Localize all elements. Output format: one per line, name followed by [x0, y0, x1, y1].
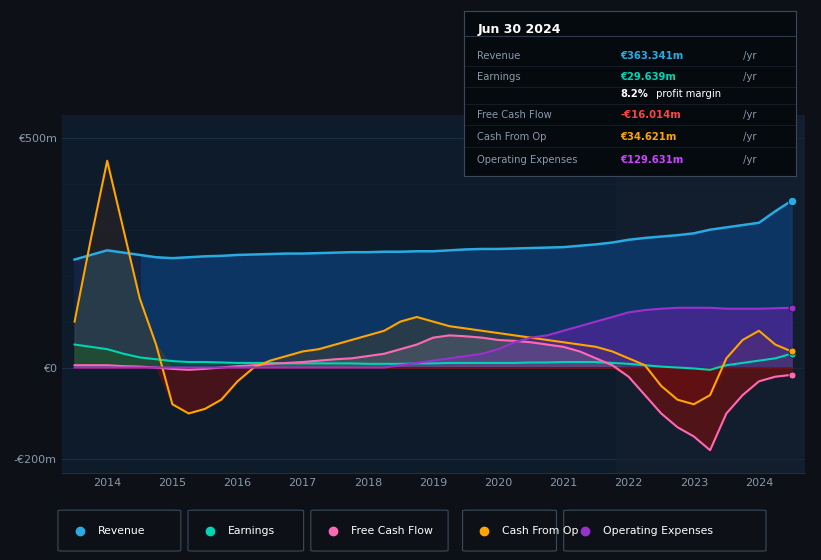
Text: Operating Expenses: Operating Expenses [603, 526, 713, 535]
Text: /yr: /yr [740, 51, 756, 61]
Text: €29.639m: €29.639m [620, 72, 676, 82]
Text: Cash From Op: Cash From Op [502, 526, 579, 535]
Text: €129.631m: €129.631m [620, 155, 683, 165]
Text: 8.2%: 8.2% [620, 89, 648, 99]
Text: /yr: /yr [740, 72, 756, 82]
Text: Jun 30 2024: Jun 30 2024 [477, 23, 561, 36]
Text: /yr: /yr [740, 110, 756, 120]
Text: Revenue: Revenue [98, 526, 145, 535]
Text: €34.621m: €34.621m [620, 132, 677, 142]
Text: Cash From Op: Cash From Op [477, 132, 547, 142]
Text: /yr: /yr [740, 155, 756, 165]
Text: /yr: /yr [740, 132, 756, 142]
Text: Earnings: Earnings [477, 72, 521, 82]
Text: profit margin: profit margin [654, 89, 722, 99]
Text: €363.341m: €363.341m [620, 51, 683, 61]
Text: Operating Expenses: Operating Expenses [477, 155, 578, 165]
Text: -€16.014m: -€16.014m [620, 110, 681, 120]
Bar [616, 115, 805, 473]
Text: Revenue: Revenue [477, 51, 521, 61]
Text: Free Cash Flow: Free Cash Flow [351, 526, 433, 535]
Text: Earnings: Earnings [227, 526, 275, 535]
Text: Free Cash Flow: Free Cash Flow [477, 110, 552, 120]
